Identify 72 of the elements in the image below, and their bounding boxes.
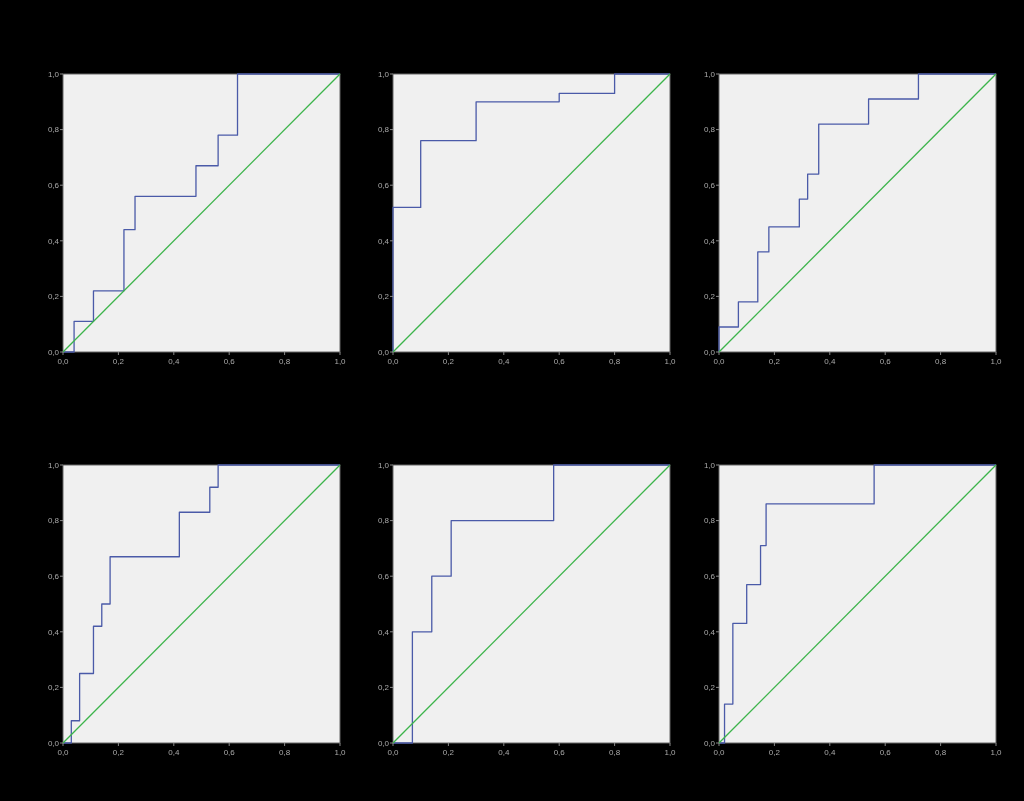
x-tick-label: 0,0	[713, 748, 726, 757]
x-tick-label: 0,8	[609, 748, 621, 757]
x-tick-label: 0,6	[553, 748, 566, 757]
y-tick-label: 0,0	[47, 738, 60, 748]
y-tick-label: 0,2	[703, 683, 716, 693]
x-tick-label: 1,0	[664, 357, 677, 366]
y-tick-label: 0,0	[377, 347, 390, 357]
y-tick-label: 0,6	[377, 181, 390, 190]
y-tick-label: 0,0	[703, 347, 716, 357]
y-tick-label: 0,4	[703, 627, 716, 637]
x-tick-label: 0,8	[935, 357, 947, 366]
x-tick-label: 0,0	[713, 357, 726, 366]
y-tick-label: 0,2	[377, 683, 390, 693]
x-tick-label: 0,2	[112, 357, 125, 366]
x-tick-label: 0,8	[279, 748, 291, 757]
y-tick-label: 0,8	[377, 125, 390, 135]
x-tick-label: 0,0	[387, 357, 400, 366]
x-tick-label: 0,6	[879, 357, 892, 366]
x-tick-label: 0,0	[57, 357, 70, 366]
x-tick-label: 0,8	[935, 748, 947, 757]
x-tick-label: 0,2	[112, 748, 125, 757]
x-tick-label: 0,0	[387, 748, 400, 757]
y-tick-label: 0,0	[47, 347, 60, 357]
x-tick-label: 0,2	[768, 748, 781, 757]
y-tick-label: 0,4	[47, 627, 60, 637]
x-tick-label: 0,6	[223, 748, 236, 757]
y-tick-label: 1,0	[377, 460, 390, 470]
y-tick-label: 0,4	[703, 236, 716, 246]
y-tick-label: 0,6	[377, 572, 390, 581]
y-tick-label: 0,4	[377, 627, 390, 637]
y-tick-label: 0,0	[703, 738, 716, 748]
y-tick-label: 0,8	[703, 516, 716, 526]
x-tick-label: 0,2	[442, 748, 455, 757]
y-tick-label: 0,6	[703, 181, 716, 190]
x-tick-label: 0,2	[768, 357, 781, 366]
x-tick-label: 0,4	[498, 748, 510, 757]
x-tick-label: 0,4	[168, 357, 180, 366]
x-tick-label: 0,4	[498, 357, 510, 366]
y-tick-label: 0,6	[47, 181, 60, 190]
y-tick-label: 0,6	[703, 572, 716, 581]
x-tick-label: 1,0	[334, 748, 347, 757]
x-tick-label: 1,0	[334, 357, 347, 366]
y-tick-label: 0,4	[377, 236, 390, 246]
x-tick-label: 0,6	[553, 357, 566, 366]
x-tick-label: 0,6	[879, 748, 892, 757]
y-tick-label: 0,2	[377, 292, 390, 302]
x-tick-label: 0,4	[168, 748, 180, 757]
x-tick-label: 0,6	[223, 357, 236, 366]
y-tick-label: 0,6	[47, 572, 60, 581]
y-tick-label: 0,8	[47, 125, 60, 135]
y-tick-label: 1,0	[703, 460, 716, 470]
y-tick-label: 0,4	[47, 236, 60, 246]
y-tick-label: 1,0	[47, 69, 60, 79]
y-tick-label: 0,8	[703, 125, 716, 135]
y-tick-label: 0,2	[47, 683, 60, 693]
x-tick-label: 0,4	[824, 748, 836, 757]
y-tick-label: 1,0	[703, 69, 716, 79]
x-tick-label: 1,0	[990, 748, 1003, 757]
y-tick-label: 0,2	[47, 292, 60, 302]
y-tick-label: 0,8	[47, 516, 60, 526]
x-tick-label: 0,8	[609, 357, 621, 366]
x-tick-label: 0,4	[824, 357, 836, 366]
y-tick-label: 1,0	[377, 69, 390, 79]
y-tick-label: 0,8	[377, 516, 390, 526]
y-tick-label: 0,2	[703, 292, 716, 302]
x-tick-label: 0,8	[279, 357, 291, 366]
x-tick-label: 1,0	[664, 748, 677, 757]
x-tick-label: 0,0	[57, 748, 70, 757]
y-tick-label: 1,0	[47, 460, 60, 470]
x-tick-label: 0,2	[442, 357, 455, 366]
y-tick-label: 0,0	[377, 738, 390, 748]
x-tick-label: 1,0	[990, 357, 1003, 366]
